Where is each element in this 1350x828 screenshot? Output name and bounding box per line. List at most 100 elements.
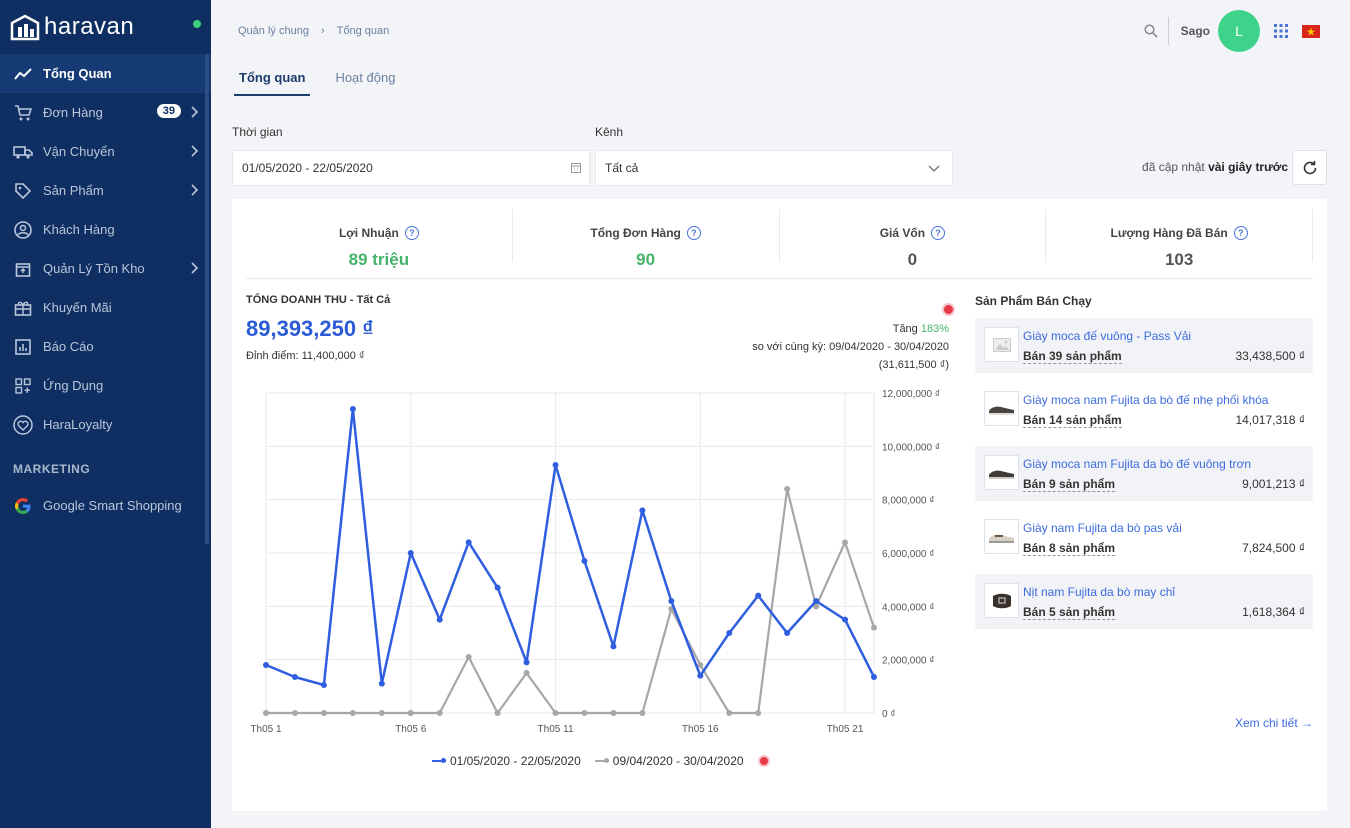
list-item: Giày moca nam Fujita da bò đế vuông trơn… [975, 446, 1313, 501]
revenue-line-chart: 0 ₫ 2,000,000 ₫ 4,000,000 ₫ 6,000,000 ₫ 8,00… [250, 389, 940, 735]
cart-icon [13, 103, 33, 123]
product-qty[interactable]: Bán 9 sản phẩm [1023, 477, 1116, 492]
kpi-label: Tổng Đơn Hàng? [590, 226, 701, 240]
help-icon[interactable]: ? [686, 226, 701, 240]
record-indicator-icon[interactable] [942, 303, 955, 316]
data-point-previous [581, 710, 588, 716]
product-qty[interactable]: Bán 14 sản phẩm [1023, 413, 1122, 428]
tab-overview[interactable]: Tổng quan [234, 62, 311, 96]
sidebar-item-label: Tổng Quan [43, 66, 112, 81]
sidebar-item-label: Vận Chuyển [43, 144, 115, 159]
breadcrumb-item-general[interactable]: Quản lý chung [238, 25, 309, 37]
shoe-image-icon [984, 391, 1019, 426]
x-tick-label: Th05 6 [395, 724, 427, 735]
data-point-previous [639, 710, 646, 716]
user-name[interactable]: Sago [1180, 24, 1210, 38]
data-point-current [436, 616, 443, 623]
search-icon[interactable] [1144, 24, 1158, 38]
product-name-link[interactable]: Giày nam Fujita da bò pas vải [1023, 521, 1182, 535]
belt-image-icon [984, 583, 1019, 618]
data-point-previous [263, 710, 269, 716]
data-point-current [813, 598, 820, 604]
data-point-previous [494, 710, 501, 716]
trend-icon [13, 64, 33, 84]
tab-activity[interactable]: Hoạt động [335, 70, 396, 85]
product-name-link[interactable]: Giày moca nam Fujita da bò đế vuông trơn [1023, 457, 1251, 471]
breadcrumb-item-overview[interactable]: Tổng quan [336, 25, 390, 37]
sidebar-item-products[interactable]: Sản Phẩm [0, 171, 211, 210]
sidebar-item-google-smart-shopping[interactable]: Google Smart Shopping [0, 486, 211, 525]
product-name-link[interactable]: Giày moca nam Fujita da bò đế nhẹ phối k… [1023, 393, 1269, 407]
data-point-previous [465, 654, 472, 660]
sidebar-item-inventory[interactable]: Quản Lý Tồn Kho [0, 249, 211, 288]
legend-label: 01/05/2020 - 22/05/2020 [450, 754, 581, 768]
comparison-summary: Tăng 183% so với cùng kỳ: 09/04/2020 - 3… [752, 320, 949, 374]
channel-filter-label: Kênh [595, 125, 624, 139]
chart-legend: 01/05/2020 - 22/05/2020 09/04/2020 - 30/… [432, 754, 770, 768]
x-tick-label: Th05 16 [682, 724, 719, 735]
product-name-link[interactable]: Nịt nam Fujita da bò may chỉ [1023, 585, 1176, 599]
product-stats: Bán 8 sản phẩm 7,824,500 ₫ [1023, 541, 1305, 556]
sidebar-scrollbar[interactable] [205, 54, 209, 544]
legend-previous-period[interactable]: 09/04/2020 - 30/04/2020 [594, 754, 744, 768]
date-range-input[interactable]: 01/05/2020 - 22/05/2020 [232, 150, 590, 186]
brand[interactable]: haravan [0, 0, 211, 54]
product-amount: 7,824,500 ₫ [1242, 541, 1305, 555]
data-point-current [639, 507, 646, 514]
chevron-right-icon [191, 262, 199, 274]
y-tick-label: 10,000,000 ₫ [882, 442, 940, 453]
vietnam-flag-icon[interactable] [1302, 24, 1320, 38]
marketing-section-label: MARKETING [13, 462, 91, 476]
sidebar-item-customers[interactable]: Khách Hàng [0, 210, 211, 249]
sidebar-item-orders[interactable]: Đơn Hàng 39 [0, 93, 211, 132]
refresh-button[interactable] [1292, 150, 1327, 185]
data-point-current [378, 680, 385, 687]
data-point-previous [697, 662, 704, 668]
truck-icon [13, 142, 33, 162]
product-name-link[interactable]: Giày moca đế vuông - Pass Vải [1023, 329, 1192, 343]
increase-percent: 183% [920, 323, 949, 335]
chevron-right-icon [191, 106, 199, 118]
product-amount: 14,017,318 ₫ [1235, 413, 1305, 427]
data-point-previous [349, 710, 356, 716]
series-line-current [265, 407, 876, 687]
list-item: Giày moca nam Fujita da bò đế nhẹ phối k… [975, 382, 1313, 437]
data-point-current [494, 584, 501, 591]
breadcrumb: Quản lý chung › Tổng quan [238, 25, 389, 37]
data-point-current [871, 674, 877, 680]
legend-record-icon[interactable] [757, 755, 770, 767]
product-qty[interactable]: Bán 8 sản phẩm [1023, 541, 1116, 556]
y-tick-label: 2,000,000 ₫ [882, 656, 934, 667]
help-icon[interactable]: ? [1233, 226, 1248, 240]
increase-label: Tăng [892, 323, 921, 335]
sidebar-item-promotions[interactable]: Khuyến Mãi [0, 288, 211, 327]
time-filter-label: Thời gian [232, 125, 283, 139]
sidebar-item-label: Đơn Hàng [43, 105, 103, 120]
channel-select[interactable]: Tất cả [595, 150, 953, 186]
haravan-logo-icon [10, 14, 40, 41]
y-tick-label: 0 ₫ [882, 709, 895, 720]
sidebar-item-shipping[interactable]: Vận Chuyển [0, 132, 211, 171]
data-point-previous [407, 710, 414, 716]
x-tick-label: Th05 1 [250, 724, 282, 735]
total-revenue: 89,393,250 ₫ [246, 316, 374, 341]
sidebar-item-apps[interactable]: Ứng Dụng [0, 366, 211, 405]
view-details-link[interactable]: Xem chi tiết → [1234, 716, 1313, 730]
data-point-previous [291, 710, 298, 716]
sidebar-item-reports[interactable]: Báo Cáo [0, 327, 211, 366]
product-qty[interactable]: Bán 5 sản phẩm [1023, 605, 1116, 620]
legend-current-period[interactable]: 01/05/2020 - 22/05/2020 [432, 754, 581, 768]
sidebar-item-haraloyalty[interactable]: HaraLoyalty [0, 405, 211, 444]
product-qty[interactable]: Bán 39 sản phẩm [1023, 349, 1122, 364]
data-point-current [610, 643, 617, 650]
peak-revenue: Đỉnh điểm: 11,400,000 ₫ [246, 350, 365, 362]
avatar[interactable]: L [1218, 10, 1260, 52]
kpi-value: 90 [636, 250, 656, 269]
kpi-label: Lợi Nhuận? [339, 226, 419, 240]
app-grid-icon[interactable] [1274, 24, 1288, 38]
list-item: Giày moca đế vuông - Pass Vải Bán 39 sản… [975, 318, 1313, 373]
help-icon[interactable]: ? [404, 226, 419, 240]
data-point-current [726, 630, 733, 636]
help-icon[interactable]: ? [931, 226, 946, 240]
sidebar-item-overview[interactable]: Tổng Quan [0, 54, 211, 93]
